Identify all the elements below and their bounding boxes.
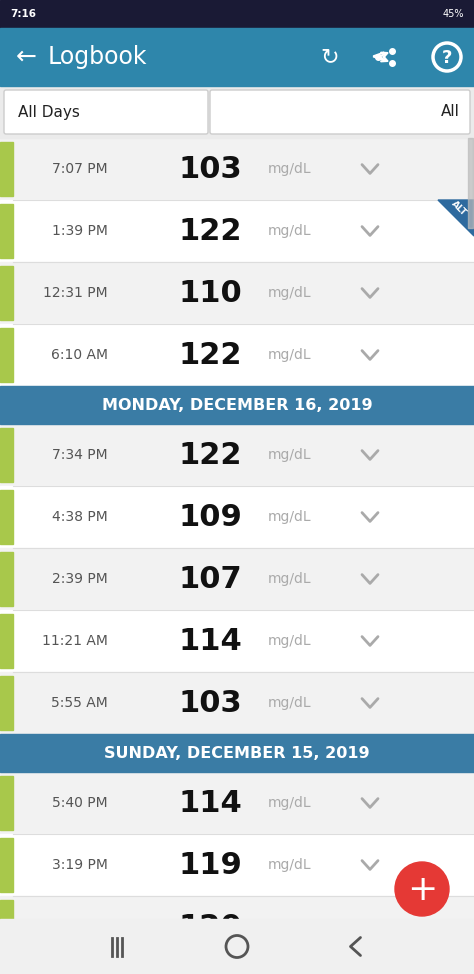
Text: mg/dL: mg/dL [268, 858, 311, 872]
Bar [0, 138, 474, 200]
Bar [0, 200, 474, 262]
Bar [0, 328, 13, 382]
Bar [0, 958, 474, 974]
Bar [0, 772, 474, 834]
Text: mg/dL: mg/dL [268, 510, 311, 524]
Text: All Days: All Days [18, 104, 80, 120]
Bar [0, 262, 474, 324]
Text: 103: 103 [178, 155, 242, 183]
Text: mg/dL: mg/dL [268, 286, 311, 300]
Bar [0, 834, 474, 896]
Text: 7:16: 7:16 [10, 9, 36, 19]
Text: 110: 110 [178, 279, 242, 308]
Bar [0, 486, 474, 548]
Text: 114: 114 [178, 626, 242, 656]
Bar [0, 86, 474, 138]
Bar [0, 610, 474, 672]
Bar [0, 424, 474, 486]
Text: 120: 120 [178, 913, 242, 942]
Text: MONDAY, DECEMBER 16, 2019: MONDAY, DECEMBER 16, 2019 [102, 397, 372, 413]
Bar [0, 548, 474, 610]
Bar [0, 324, 474, 386]
Text: Logbook: Logbook [48, 45, 147, 69]
Text: 1:18 PM: 1:18 PM [52, 920, 108, 934]
Text: ↻: ↻ [321, 47, 339, 67]
Text: mg/dL: mg/dL [268, 696, 311, 710]
Bar [0, 552, 13, 606]
Text: 107: 107 [178, 565, 242, 593]
Bar [0, 428, 13, 482]
Text: mg/dL: mg/dL [268, 448, 311, 462]
Bar [0, 142, 13, 196]
Text: 4:38 PM: 4:38 PM [52, 510, 108, 524]
Bar [0, 28, 474, 86]
Bar [0, 896, 474, 958]
Text: 45%: 45% [443, 9, 464, 19]
Text: 109: 109 [178, 503, 242, 532]
Bar [0, 676, 13, 730]
Text: 122: 122 [178, 216, 242, 245]
Text: mg/dL: mg/dL [268, 162, 311, 176]
Text: 1:39 PM: 1:39 PM [52, 224, 108, 238]
Text: mg/dL: mg/dL [268, 348, 311, 362]
Text: 122: 122 [178, 341, 242, 369]
Bar [0, 672, 474, 734]
Bar [0, 490, 13, 544]
Bar [0, 204, 13, 258]
Bar [0, 900, 13, 954]
Text: mg/dL: mg/dL [268, 796, 311, 810]
Bar [0, 386, 474, 424]
Bar [0, 776, 13, 830]
Bar [0, 962, 13, 974]
Bar [0, 0, 474, 28]
Text: SUNDAY, DECEMBER 15, 2019: SUNDAY, DECEMBER 15, 2019 [104, 745, 370, 761]
Text: mg/dL: mg/dL [268, 224, 311, 238]
Text: ?: ? [442, 49, 452, 67]
Bar [0, 266, 13, 320]
Text: 5:55 AM: 5:55 AM [51, 696, 108, 710]
Text: 2:39 PM: 2:39 PM [52, 572, 108, 586]
Text: mg/dL: mg/dL [268, 634, 311, 648]
Bar [0, 838, 13, 892]
FancyBboxPatch shape [210, 90, 470, 134]
Text: +: + [407, 873, 437, 907]
Text: 103: 103 [178, 689, 242, 718]
Text: 119: 119 [178, 850, 242, 880]
Bar [0, 614, 13, 668]
Text: ALT: ALT [449, 199, 468, 217]
Text: 114: 114 [178, 789, 242, 817]
Text: 7:07 PM: 7:07 PM [52, 162, 108, 176]
FancyBboxPatch shape [4, 90, 208, 134]
Text: 12:31 PM: 12:31 PM [44, 286, 108, 300]
Text: 11:21 AM: 11:21 AM [42, 634, 108, 648]
Polygon shape [438, 200, 474, 236]
Text: All: All [441, 104, 460, 120]
Text: 3:19 PM: 3:19 PM [52, 858, 108, 872]
Text: 5:40 PM: 5:40 PM [52, 796, 108, 810]
Circle shape [395, 862, 449, 916]
Text: mg/dL: mg/dL [268, 920, 311, 934]
Text: 7:34 PM: 7:34 PM [52, 448, 108, 462]
Text: 6:10 AM: 6:10 AM [51, 348, 108, 362]
Bar [0, 919, 474, 974]
Text: 122: 122 [178, 440, 242, 469]
Text: ←: ← [16, 45, 37, 69]
Bar [0, 734, 474, 772]
Text: <: < [371, 49, 385, 67]
Text: mg/dL: mg/dL [268, 572, 311, 586]
Bar [468, 138, 473, 228]
